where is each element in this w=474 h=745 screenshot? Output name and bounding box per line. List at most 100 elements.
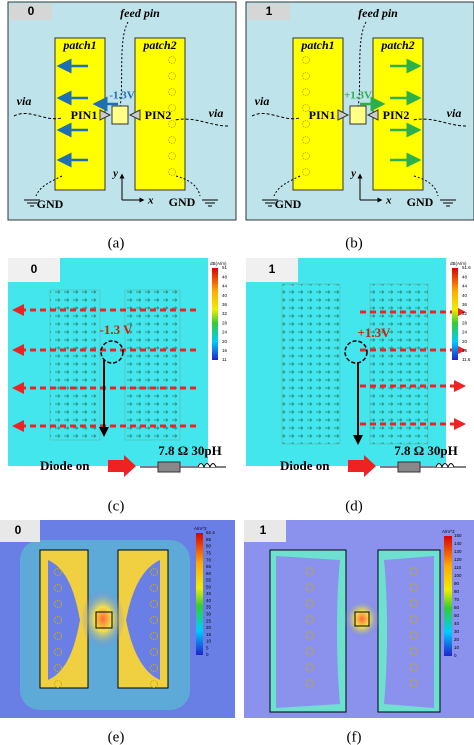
gnd-label: GND (169, 195, 196, 209)
colorbar-tick-label: 32 (462, 311, 468, 316)
colorbar-tick-label: 0 (206, 652, 209, 657)
panel-f: 1 (f) (244, 520, 474, 745)
via-label: via (17, 94, 32, 108)
colorbar-tick-label: 24 (462, 330, 468, 335)
colorbar-tick-label: 92.4 (206, 530, 215, 535)
colorbar-tick-label: 5 (206, 645, 209, 650)
gnd-label: GND (275, 197, 302, 211)
colorbar-tick-label: 85 (206, 537, 212, 542)
colorbar-tick-label: 0 (454, 653, 457, 658)
colorbar-tick-label: 90 (454, 581, 460, 586)
colorbar-tick-label: 10 (206, 639, 212, 644)
colorbar-tick-label: 11.6 (462, 357, 471, 362)
patch-label: patch1 (62, 38, 96, 52)
voltage-label: -1.3V (109, 90, 134, 102)
via-label: via (209, 106, 224, 120)
colorbar-tick-label: 44 (462, 284, 468, 289)
colorbar-tick-label: 48 (222, 274, 228, 279)
panel-tag: 1 (260, 523, 267, 537)
voltage-label: -1.3 V (100, 322, 134, 337)
patch-label: patch2 (142, 38, 176, 52)
colorbar-tick-label: 65 (206, 564, 212, 569)
colorbar-tick-label: 120 (454, 557, 462, 562)
colorbar-tick-label: 40 (462, 293, 468, 298)
feed-pin-label: feed pin (120, 6, 160, 20)
colorbar-tick-label: 15 (206, 632, 212, 637)
colorbar-tick-label: 28 (462, 320, 468, 325)
colorbar-tick-label: 11 (222, 357, 227, 362)
colorbar-tick-label: 35 (206, 605, 212, 610)
colorbar-tick-label: 100 (454, 573, 462, 578)
colorbar-tick-label: 51.6 (462, 265, 471, 270)
colorbar-tick-label: 50 (454, 613, 460, 618)
colorbar-tick-label: 70 (206, 557, 212, 562)
colorbar-tick-label: 36 (222, 302, 228, 307)
panel-tag: 1 (269, 262, 276, 276)
colorbar-tick-label: 44 (222, 284, 228, 289)
colorbar-tick-label: 25 (206, 618, 212, 623)
colorbar-tick-label: 16 (222, 348, 228, 353)
colorbar-unit: dB(A/m) (210, 261, 227, 266)
panel-tag: 0 (28, 4, 35, 18)
panel-c: 0 -1.3 V Diode on 7.8 Ω 30pH (c) (8, 258, 226, 514)
colorbar-tick-label: 28 (222, 320, 228, 325)
colorbar-tick-label: 50 (206, 584, 212, 589)
colorbar-tick-label: 80 (206, 544, 212, 549)
colorbar-tick-label: 80 (454, 589, 460, 594)
colorbar-tick-label: 110 (454, 565, 462, 570)
gnd-label: GND (407, 195, 434, 209)
caption: (f) (347, 729, 362, 745)
colorbar-tick-label: 20 (206, 625, 212, 630)
caption: (e) (108, 729, 125, 745)
feed-pin-label: feed pin (358, 6, 398, 20)
pin-label: PIN2 (383, 108, 410, 122)
axis-label: y (111, 168, 118, 180)
patch-label: patch1 (300, 38, 334, 52)
colorbar-tick-label: 60 (206, 571, 212, 576)
colorbar-tick-label: 30 (454, 629, 460, 634)
panel-e: 0 (e) (0, 520, 235, 745)
pin-label: PIN1 (309, 108, 336, 122)
colorbar-unit: dB(A/m) (450, 261, 467, 266)
gnd-label: GND (37, 197, 64, 211)
panel-tag: 0 (31, 262, 38, 276)
pin-label: PIN2 (145, 108, 172, 122)
colorbar-unit: A/m^2 (194, 526, 207, 531)
colorbar-tick-label: 32 (222, 311, 228, 316)
diode-label: Diode on (280, 458, 330, 473)
caption: (c) (108, 498, 125, 514)
axis-label: x (147, 195, 154, 207)
colorbar-unit: A/m^2 (442, 529, 455, 534)
diode-label: Diode on (40, 458, 90, 473)
colorbar-tick-label: 51 (222, 265, 228, 270)
load-label: 7.8 Ω 30pH (158, 443, 222, 458)
caption: (d) (345, 498, 363, 514)
panel-a: 0 patch1 patch2 feed pin -1.3V PIN1 PIN2… (7, 1, 237, 251)
colorbar-tick-label: 36 (462, 302, 468, 307)
colorbar-tick-label: 20 (462, 339, 468, 344)
colorbar-tick-label: 75 (206, 551, 212, 556)
colorbar-tick-label: 40 (454, 621, 460, 626)
axis-label: x (385, 195, 392, 207)
colorbar-tick-label: 60 (454, 605, 460, 610)
colorbar-tick-label: 40 (206, 598, 212, 603)
colorbar-tick-label: 10 (454, 645, 460, 650)
caption: (a) (108, 235, 125, 251)
colorbar-tick-label: 24 (222, 330, 228, 335)
via-label: via (255, 94, 270, 108)
colorbar-tick-label: 140 (454, 541, 462, 546)
colorbar-tick-label: 20 (454, 637, 460, 642)
panel-d: 1 +1.3V Diode on 7.8 Ω 30pH (d) (246, 258, 466, 514)
patch-label: patch2 (380, 38, 414, 52)
colorbar-tick-label: 40 (222, 293, 228, 298)
colorbar-tick-label: 16 (462, 348, 468, 353)
panel-tag: 0 (15, 523, 22, 537)
voltage-label: +1.3V (344, 90, 372, 102)
colorbar-tick-label: 130 (454, 549, 462, 554)
colorbar-tick-label: 150 (454, 533, 462, 538)
colorbar-tick-label: 48 (462, 274, 468, 279)
colorbar-tick-label: 70 (454, 597, 460, 602)
colorbar-tick-label: 55 (206, 578, 212, 583)
voltage-label: +1.3V (357, 325, 391, 340)
